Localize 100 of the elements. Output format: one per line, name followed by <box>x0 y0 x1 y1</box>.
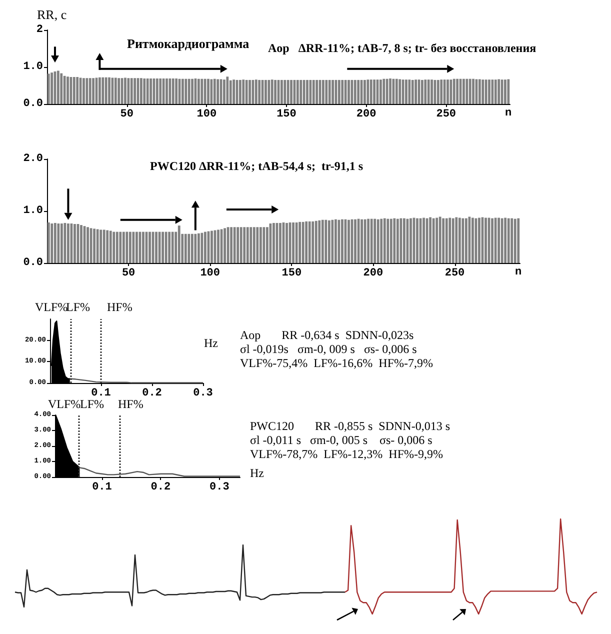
bar <box>410 218 412 263</box>
x-tick-label: 0.3 <box>210 482 230 494</box>
bar <box>452 218 454 263</box>
bar <box>396 218 399 263</box>
bar <box>338 80 340 104</box>
bar <box>341 80 344 104</box>
bar <box>155 232 158 263</box>
text: LF% <box>66 300 90 314</box>
bar <box>395 78 398 104</box>
bar <box>370 218 373 263</box>
x-tick-label: 0.1 <box>92 482 112 494</box>
bar <box>47 222 50 263</box>
bar <box>379 80 382 104</box>
bar <box>436 218 438 263</box>
bar <box>390 218 392 263</box>
bar <box>66 76 69 104</box>
bar <box>373 80 376 104</box>
bar <box>427 80 430 104</box>
text: VLF%-78,7% LF%-12,3% HF%-9,9% <box>250 447 443 461</box>
bar <box>102 230 106 263</box>
bar <box>510 218 514 263</box>
bar <box>468 216 471 263</box>
bar <box>328 80 331 104</box>
bar <box>230 227 233 263</box>
bar <box>127 78 130 104</box>
bar <box>456 78 459 104</box>
bar <box>162 232 164 263</box>
bar <box>119 232 122 263</box>
bar <box>256 227 259 263</box>
bar <box>440 80 443 104</box>
bar <box>210 79 213 104</box>
bar <box>484 218 487 263</box>
bar <box>240 227 242 263</box>
bar <box>514 218 516 263</box>
bar <box>96 229 99 263</box>
bar <box>191 78 194 104</box>
bar <box>229 80 232 104</box>
bar <box>143 78 146 104</box>
bar <box>348 220 350 263</box>
bar <box>204 78 206 104</box>
y-tick-label: 1.0 <box>23 205 43 217</box>
bar <box>126 232 128 263</box>
bar <box>98 77 101 104</box>
bar <box>328 220 330 263</box>
x-tick-label: 200 <box>356 108 376 120</box>
bar <box>74 224 76 263</box>
bar <box>243 227 246 263</box>
y-tick-label: 0.0 <box>23 98 43 110</box>
text: σl -0,011 s σm-0, 005 s σs- 0,006 s <box>250 433 433 447</box>
bar <box>504 80 506 104</box>
bar <box>264 80 267 104</box>
annotation: PWC120 ΔRR-11%; tAB-54,4 s; tr-91,1 s <box>150 159 364 173</box>
bar <box>190 234 194 263</box>
bar <box>188 234 190 263</box>
text: HF% <box>118 397 144 411</box>
bar <box>302 222 304 263</box>
bar <box>128 232 132 263</box>
bar <box>484 80 488 104</box>
y-tick-label: 1.0 <box>23 61 43 73</box>
bar <box>182 78 184 104</box>
bar <box>136 232 138 263</box>
bar <box>122 232 125 263</box>
bar <box>402 218 406 263</box>
bar <box>442 218 445 263</box>
bar <box>350 80 354 104</box>
bar <box>312 80 315 104</box>
bar <box>116 232 118 263</box>
bar <box>200 232 204 263</box>
x-tick-label: 250 <box>444 268 465 280</box>
bar <box>54 222 56 263</box>
bar <box>142 232 144 263</box>
bar <box>134 78 136 104</box>
bar <box>284 80 286 104</box>
bar <box>106 230 109 263</box>
bar <box>305 221 308 263</box>
bar <box>300 80 302 104</box>
bar <box>500 218 504 263</box>
bar <box>80 225 82 263</box>
bar <box>286 80 290 104</box>
bar <box>210 230 213 263</box>
bar <box>217 230 220 263</box>
bar <box>341 219 344 263</box>
x-tick-label: 150 <box>276 108 296 120</box>
bar <box>226 76 229 104</box>
bar <box>408 80 411 104</box>
x-tick-label: 100 <box>196 108 217 120</box>
bar <box>386 218 390 263</box>
bar <box>416 218 418 263</box>
bar <box>468 78 472 104</box>
bar <box>376 219 380 263</box>
chart-title: Ритмокардиограмма <box>127 36 250 51</box>
bar <box>50 72 53 104</box>
bar <box>114 78 117 104</box>
bar <box>324 220 328 263</box>
bar <box>292 222 294 263</box>
bar <box>494 80 497 104</box>
bar <box>262 227 266 263</box>
bar <box>432 218 435 263</box>
bar <box>72 76 76 104</box>
bar <box>436 80 440 104</box>
